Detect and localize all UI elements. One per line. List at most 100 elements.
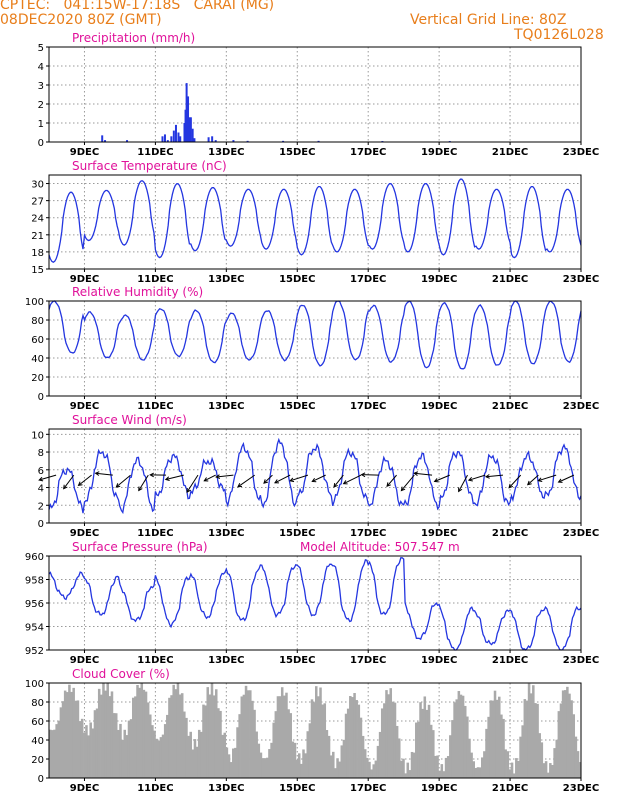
cloud-bar <box>372 764 375 778</box>
wind-vector <box>458 474 468 492</box>
cloud-bar <box>504 749 507 778</box>
wind-vector <box>468 474 486 481</box>
cloud-bar <box>229 762 233 778</box>
cloud-bar <box>78 721 82 778</box>
cloud-bar <box>529 693 533 778</box>
cloud-bar <box>123 729 127 778</box>
x-tick-label: 17DEC <box>350 401 386 412</box>
cloud-bar <box>263 758 267 778</box>
y-tick-label: 5 <box>38 43 44 54</box>
wind-vector-head <box>164 476 170 481</box>
cloud-bar <box>472 761 475 778</box>
x-tick-label: 17DEC <box>350 783 386 794</box>
cloud-bar <box>406 762 410 778</box>
cloud-bar <box>197 729 201 778</box>
precip-bar <box>172 130 175 142</box>
cloud-bar <box>140 683 144 778</box>
cloud-bar <box>138 687 141 778</box>
series-line <box>48 300 582 370</box>
x-tick-label: 21DEC <box>492 528 528 539</box>
cloud-bar <box>268 749 271 778</box>
cloud-bar <box>374 760 378 778</box>
cloud-bar <box>476 767 480 778</box>
cloud-bar <box>468 738 471 778</box>
cloud-bar <box>525 700 529 778</box>
cloud-bar <box>425 709 429 778</box>
cloud-bar <box>536 703 539 778</box>
cloud-bar <box>429 724 433 778</box>
cloud-bar <box>544 761 548 778</box>
y-tick-label: 3 <box>38 81 44 92</box>
y-tick-label: 954 <box>25 623 44 634</box>
cloud-bar <box>68 684 71 778</box>
wind-vector <box>527 474 539 486</box>
cloud-bar <box>166 714 169 778</box>
wind-vector <box>186 474 199 493</box>
cloud-bar <box>527 683 531 778</box>
cloud-bar <box>310 699 314 778</box>
cloud-bar <box>440 764 444 778</box>
x-tick-label: 13DEC <box>208 655 244 666</box>
cloud-bar <box>300 763 303 778</box>
cloud-bar <box>240 696 244 778</box>
cloud-bar <box>72 687 75 778</box>
cloud-bar <box>57 720 61 778</box>
cloud-bar <box>540 742 544 778</box>
cloud-bar <box>136 684 139 778</box>
wind-vector-head <box>526 480 532 486</box>
cloud-bar <box>412 752 416 778</box>
cloud-bar <box>63 690 67 778</box>
cloud-bar <box>157 740 161 778</box>
x-tick-label: 19DEC <box>421 147 457 158</box>
x-tick-label: 13DEC <box>208 147 244 158</box>
y-tick-label: 20 <box>31 755 44 766</box>
wind-vector-head <box>413 471 419 476</box>
cloud-bar <box>180 693 184 778</box>
precip-bar <box>185 83 188 142</box>
cloud-bar <box>183 711 186 778</box>
cloud-bar <box>93 710 97 778</box>
cloud-bar <box>404 773 407 778</box>
cloud-bar <box>161 734 165 778</box>
cloud-bar <box>344 713 348 778</box>
panel-3 <box>46 300 582 399</box>
header-date: 08DEC2020 80Z (GMT) <box>0 12 162 28</box>
cloud-bar <box>312 702 316 778</box>
cloud-bar <box>200 731 203 778</box>
cloud-bar <box>432 730 435 778</box>
cloud-bar <box>266 757 269 778</box>
wind-vector <box>216 474 234 478</box>
wind-vector <box>386 474 397 487</box>
cloud-bar <box>370 769 373 778</box>
precip-bar <box>187 96 190 142</box>
header-grid-note: Vertical Grid Line: 80Z <box>410 12 567 28</box>
x-tick-label: 9DEC <box>70 783 99 794</box>
y-tick-label: 0 <box>38 138 44 149</box>
cloud-bar <box>510 762 514 778</box>
cloud-bar <box>174 689 178 778</box>
cloud-bar <box>327 735 331 778</box>
cloud-bar <box>512 773 516 778</box>
precip-bar <box>246 140 249 142</box>
cloud-bar <box>131 697 135 778</box>
panel-2 <box>46 174 582 272</box>
precip-bar <box>211 136 214 142</box>
cloud-bar <box>134 696 137 778</box>
cloud-bar <box>572 714 576 778</box>
precip-bar <box>163 134 166 142</box>
y-tick-label: 0 <box>38 392 44 403</box>
precip-bar <box>183 123 186 142</box>
cloud-bar <box>553 748 556 778</box>
cloud-bar <box>225 747 229 778</box>
cloud-bar <box>276 696 280 778</box>
panel-frame <box>48 682 582 779</box>
wind-vector <box>63 474 75 490</box>
panel-title: Surface Temperature (nC) <box>72 159 227 173</box>
cloud-bar <box>234 747 237 778</box>
cloud-bar <box>359 717 363 778</box>
cloud-bar <box>53 729 56 778</box>
x-tick-label: 15DEC <box>279 655 315 666</box>
cloud-bar <box>232 748 235 778</box>
cloud-bar <box>61 701 65 778</box>
wind-vector-head <box>342 480 348 485</box>
